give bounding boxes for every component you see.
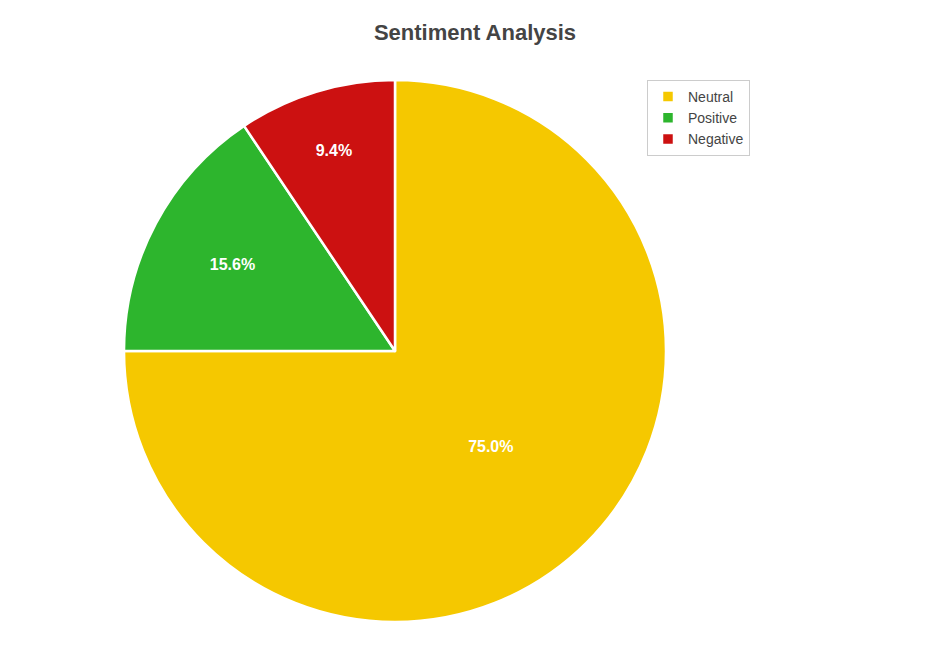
svg-text:Neutral: Neutral bbox=[688, 89, 733, 105]
svg-text:15.6%: 15.6% bbox=[210, 256, 255, 273]
svg-text:Positive: Positive bbox=[688, 110, 737, 126]
svg-text:9.4%: 9.4% bbox=[316, 142, 352, 159]
svg-text:Sentiment Analysis: Sentiment Analysis bbox=[374, 20, 576, 45]
svg-text:Negative: Negative bbox=[688, 131, 743, 147]
svg-text:75.0%: 75.0% bbox=[468, 438, 513, 455]
